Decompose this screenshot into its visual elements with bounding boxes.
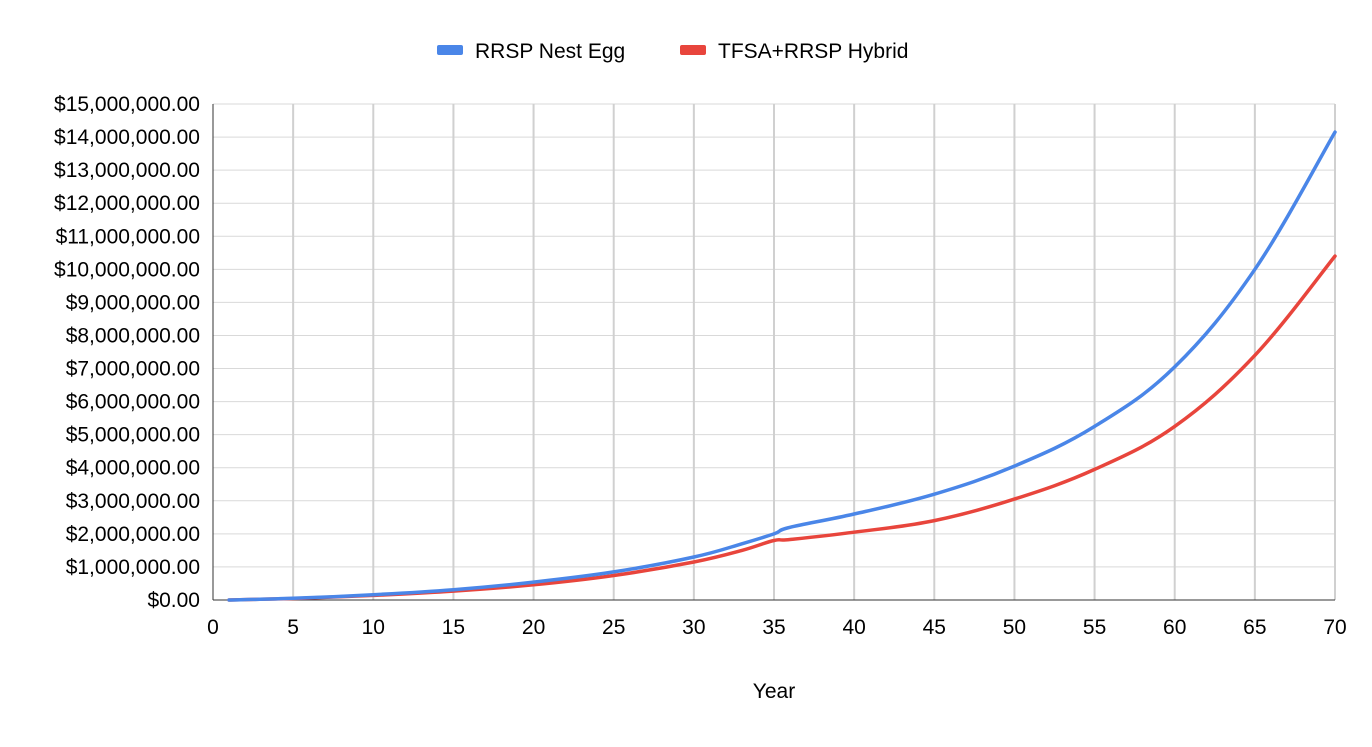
x-axis-title: Year: [753, 680, 795, 703]
x-tick-label: 60: [1163, 616, 1186, 639]
x-tick-label: 5: [287, 616, 299, 639]
x-tick-label: 70: [1323, 616, 1346, 639]
y-tick-label: $8,000,000.00: [66, 324, 200, 347]
y-tick-label: $6,000,000.00: [66, 391, 200, 414]
y-tick-label: $13,000,000.00: [54, 159, 200, 182]
y-tick-label: $11,000,000.00: [56, 225, 200, 248]
y-tick-label: $9,000,000.00: [66, 291, 200, 314]
x-tick-label: 10: [362, 616, 385, 639]
y-tick-label: $0.00: [147, 589, 200, 612]
x-tick-label: 15: [442, 616, 465, 639]
series-line-0: [227, 130, 1337, 602]
grid: [213, 103, 1336, 600]
legend-swatch: [437, 45, 463, 55]
x-tick-label: 0: [207, 616, 219, 639]
x-tick-label: 35: [762, 616, 785, 639]
y-tick-label: $10,000,000.00: [54, 258, 200, 281]
legend-swatch: [680, 45, 706, 55]
y-tick-label: $3,000,000.00: [66, 490, 200, 513]
x-tick-label: 65: [1243, 616, 1266, 639]
x-tick-label: 45: [923, 616, 946, 639]
x-tick-label: 40: [842, 616, 865, 639]
legend: RRSP Nest Egg TFSA+RRSP Hybrid: [437, 40, 908, 63]
x-tick-label: 20: [522, 616, 545, 639]
y-tick-label: $2,000,000.00: [66, 523, 200, 546]
axes: $0.00 $1,000,000.00 $2,000,000.00 $3,000,00…: [54, 93, 1347, 639]
y-tick-label: $14,000,000.00: [54, 126, 200, 149]
x-tick-label: 25: [602, 616, 625, 639]
y-tick-label: $12,000,000.00: [54, 192, 200, 215]
y-tick-label: $15,000,000.00: [54, 93, 200, 116]
series-line-1: [227, 254, 1337, 602]
y-tick-label: $5,000,000.00: [66, 424, 200, 447]
y-tick-label: $4,000,000.00: [66, 457, 200, 480]
y-tick-label: $7,000,000.00: [66, 358, 200, 381]
legend-label: TFSA+RRSP Hybrid: [718, 40, 908, 63]
series-lines: [227, 130, 1337, 602]
x-tick-label: 55: [1083, 616, 1106, 639]
legend-label: RRSP Nest Egg: [475, 40, 625, 63]
y-tick-label: $1,000,000.00: [66, 556, 200, 579]
x-tick-label: 50: [1003, 616, 1026, 639]
x-tick-label: 30: [682, 616, 705, 639]
